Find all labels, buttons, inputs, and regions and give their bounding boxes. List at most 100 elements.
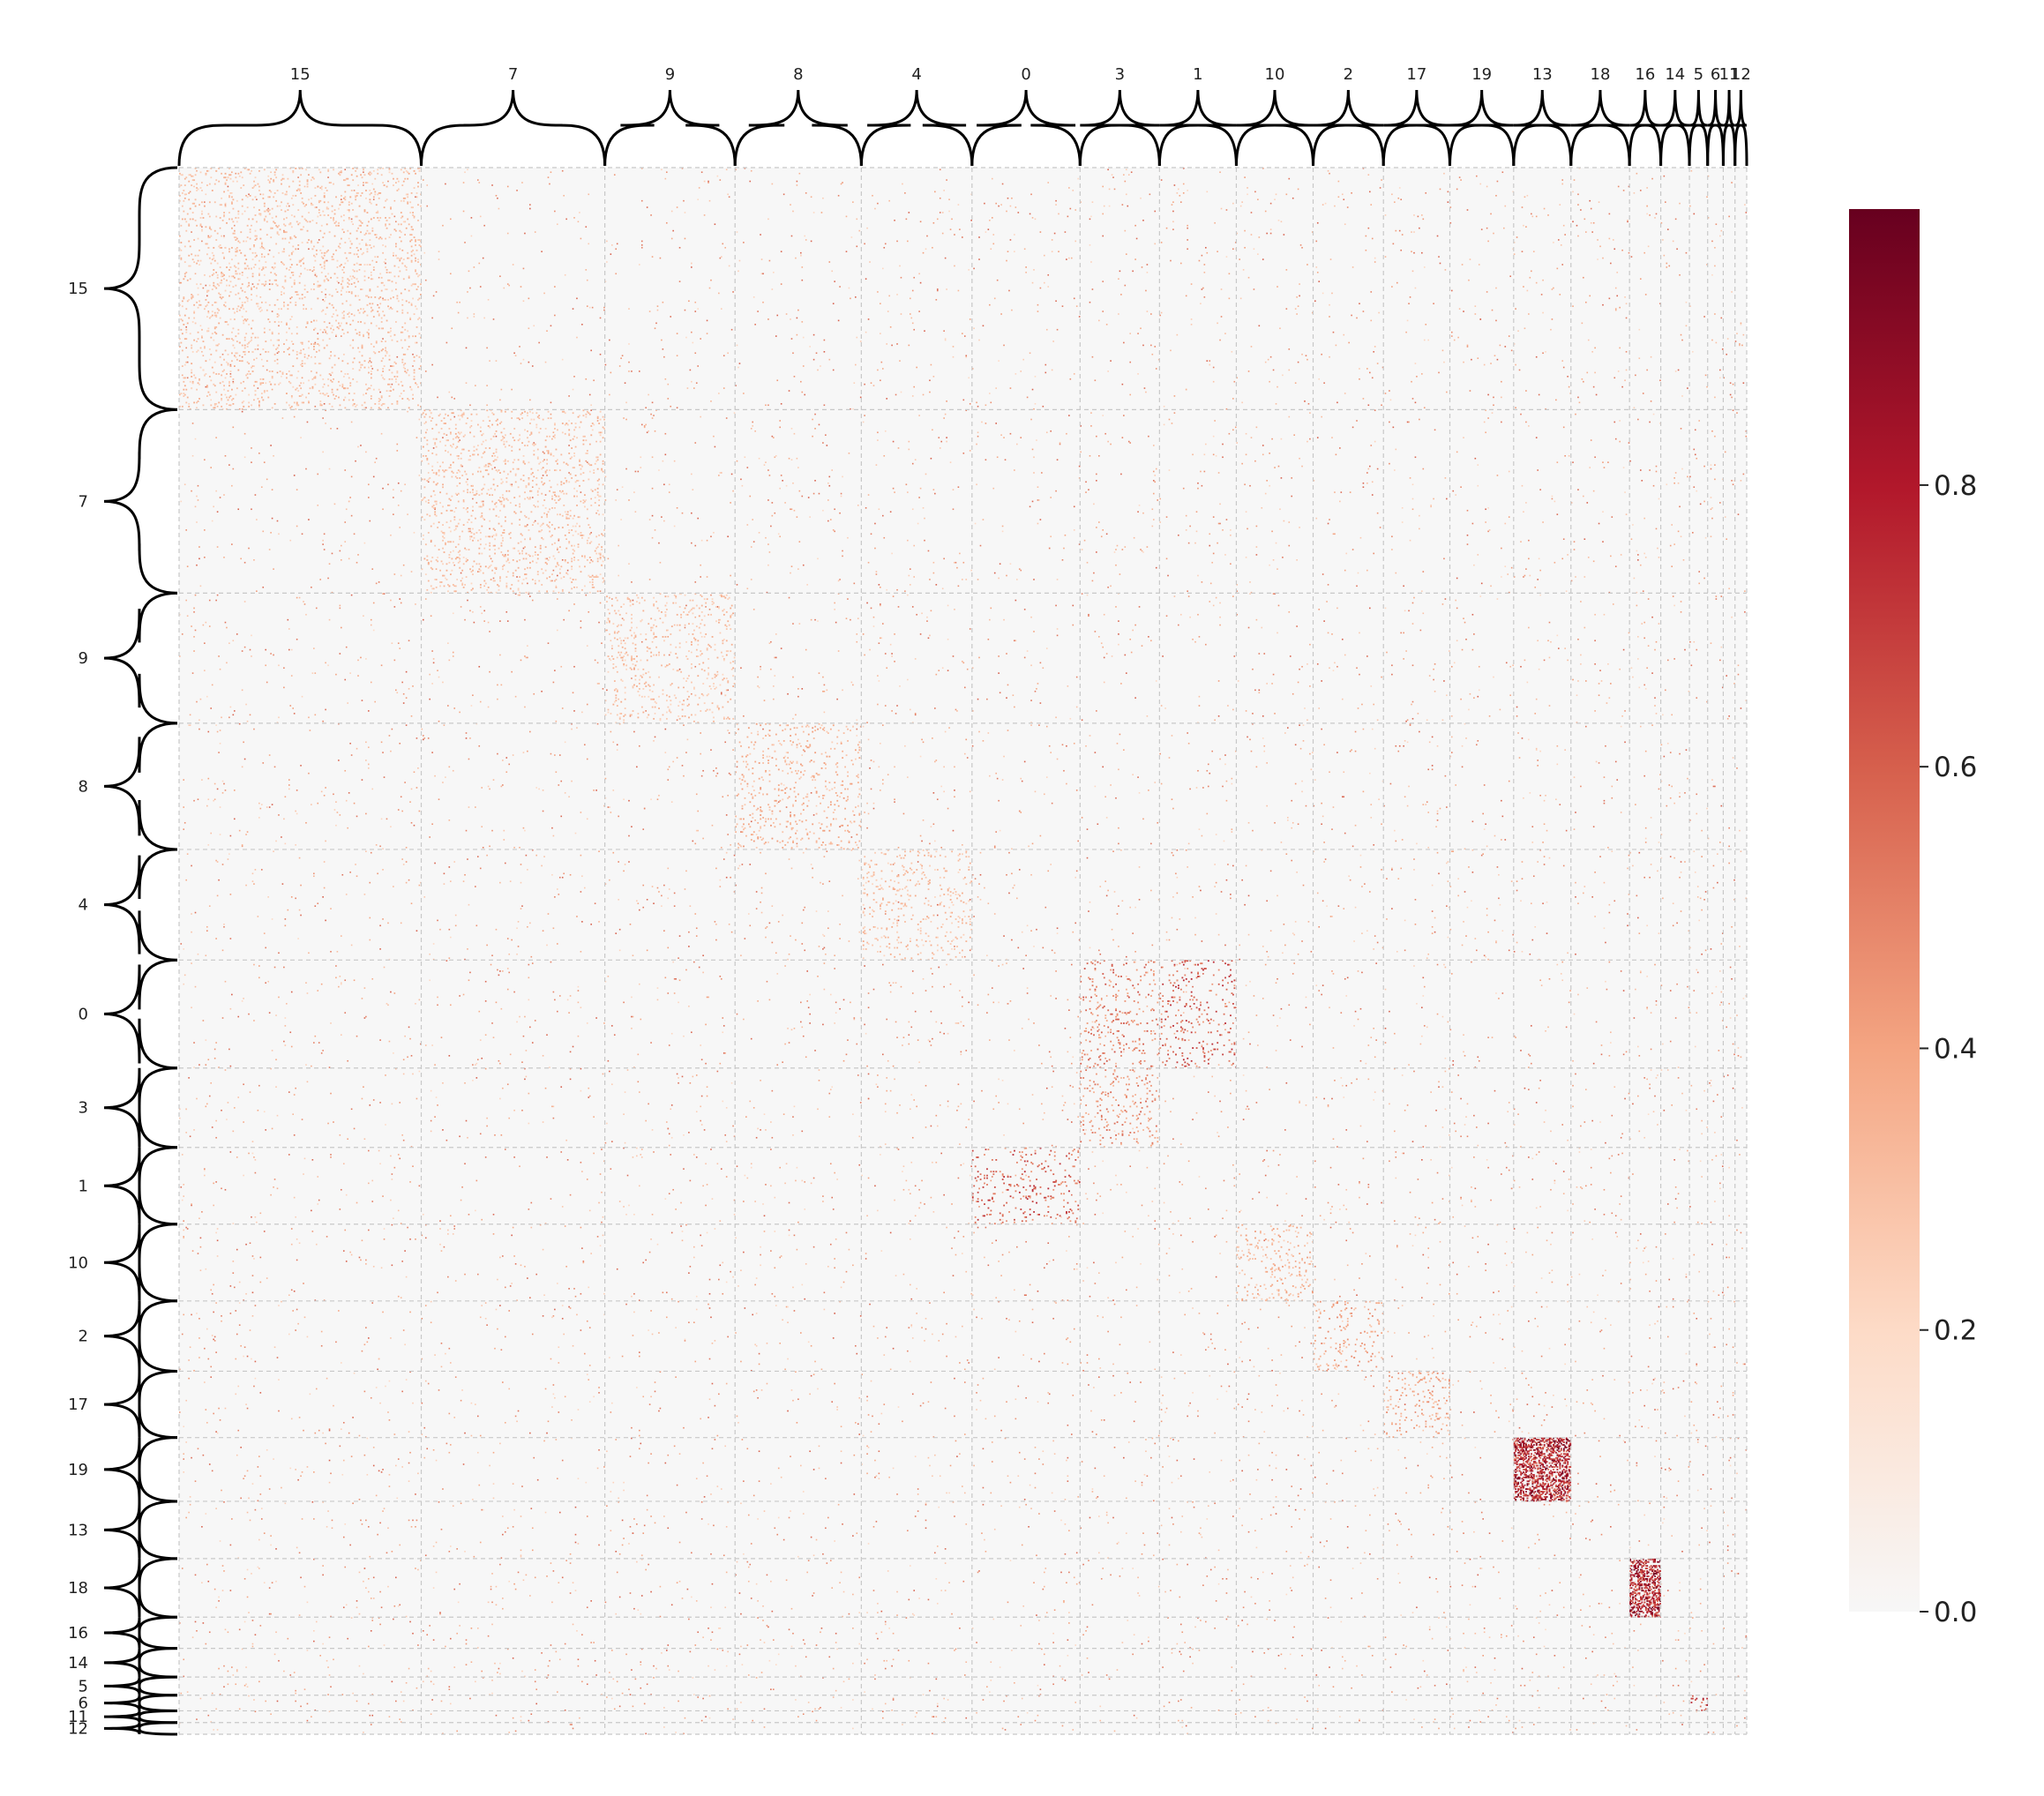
heatmap-cell xyxy=(1571,1276,1573,1278)
heatmap-cell xyxy=(1321,354,1322,355)
heatmap-cell xyxy=(1714,247,1716,249)
heatmap-cell xyxy=(1554,1180,1556,1182)
heatmap-cell xyxy=(1522,206,1524,208)
heatmap-cell xyxy=(1531,1158,1533,1160)
heatmap-cell xyxy=(235,1310,236,1312)
heatmap-cell xyxy=(1202,787,1204,789)
heatmap-cell xyxy=(1202,288,1204,289)
heatmap-cell xyxy=(805,1657,807,1658)
heatmap-cell xyxy=(1738,1573,1740,1575)
heatmap-cell xyxy=(1486,228,1488,229)
heatmap-cell xyxy=(1096,474,1097,475)
heatmap-cell xyxy=(1187,1030,1188,1032)
heatmap-cell xyxy=(1172,1439,1174,1441)
heatmap-cell xyxy=(1244,230,1246,232)
heatmap-cell xyxy=(1209,1471,1210,1473)
heatmap-cell xyxy=(1484,1628,1486,1629)
heatmap-cell xyxy=(1065,1102,1067,1104)
heatmap-cell xyxy=(300,915,302,917)
heatmap-cell xyxy=(671,1604,673,1605)
heatmap-cell xyxy=(893,982,895,984)
heatmap-cell xyxy=(910,1238,911,1240)
heatmap-cell xyxy=(663,1707,665,1709)
heatmap-cell xyxy=(924,330,925,332)
heatmap-cell xyxy=(990,248,992,250)
heatmap-cell xyxy=(520,1515,522,1517)
heatmap-cell xyxy=(1601,1044,1603,1046)
heatmap-cell xyxy=(598,1449,600,1451)
heatmap-cell xyxy=(1486,1159,1488,1161)
heatmap-cell xyxy=(1657,548,1658,550)
heatmap-cell xyxy=(1002,526,1004,528)
heatmap-cell xyxy=(970,791,971,793)
heatmap-cell xyxy=(975,523,977,525)
heatmap-cell xyxy=(1157,822,1158,824)
heatmap-cell xyxy=(215,1137,217,1139)
heatmap-cell xyxy=(550,171,552,173)
heatmap-cell xyxy=(640,1687,641,1689)
heatmap-cell xyxy=(288,649,290,651)
heatmap-cell xyxy=(1525,568,1527,570)
heatmap-cell xyxy=(244,456,246,458)
heatmap-cell xyxy=(631,1016,633,1018)
heatmap-cell xyxy=(1580,1575,1582,1576)
heatmap-cell xyxy=(1679,877,1681,879)
heatmap-cell xyxy=(557,888,558,890)
heatmap-cell xyxy=(1527,1232,1529,1234)
heatmap-cell xyxy=(1293,934,1295,936)
heatmap-cell xyxy=(759,1450,760,1452)
heatmap-cell xyxy=(1448,201,1449,203)
heatmap-cell xyxy=(529,208,531,210)
heatmap-cell xyxy=(747,1561,749,1563)
heatmap-cell xyxy=(1637,917,1639,919)
heatmap-cell xyxy=(1566,1512,1568,1514)
heatmap-cell xyxy=(1495,195,1497,197)
heatmap-cell xyxy=(1665,690,1666,692)
heatmap-cell xyxy=(1486,908,1488,909)
heatmap-cell xyxy=(1472,872,1474,873)
heatmap-cell xyxy=(1517,330,1519,332)
heatmap-cell xyxy=(281,1487,282,1489)
heatmap-cell xyxy=(1686,1660,1688,1662)
heatmap-cell xyxy=(215,1120,217,1122)
heatmap-cell xyxy=(439,1613,441,1615)
heatmap-cell xyxy=(1613,1698,1615,1700)
heatmap-cell xyxy=(1106,1515,1108,1516)
heatmap-cell xyxy=(311,587,312,588)
heatmap-cell xyxy=(258,1085,260,1087)
heatmap-cell xyxy=(1011,310,1013,311)
heatmap-cell xyxy=(1711,1318,1712,1320)
heatmap-cell xyxy=(299,909,301,911)
heatmap-cell xyxy=(461,1186,463,1188)
heatmap-cell xyxy=(207,236,209,237)
heatmap-cell xyxy=(1003,345,1005,347)
heatmap-cell xyxy=(1396,1151,1397,1153)
heatmap-cell xyxy=(344,1012,346,1014)
heatmap-cell xyxy=(1485,431,1486,433)
heatmap-cell xyxy=(1719,970,1721,972)
heatmap-cell xyxy=(1300,748,1302,750)
heatmap-cell xyxy=(1017,1386,1019,1388)
heatmap-cell xyxy=(210,1290,212,1291)
heatmap-cell xyxy=(1440,263,1441,265)
heatmap-cell xyxy=(1465,1116,1467,1118)
heatmap-cell xyxy=(1260,1309,1262,1311)
heatmap-cell xyxy=(968,377,970,378)
heatmap-cell xyxy=(1408,1064,1410,1066)
heatmap-cell xyxy=(1318,1567,1320,1568)
heatmap-cell xyxy=(273,568,274,570)
heatmap-cell xyxy=(782,480,783,482)
heatmap-cell xyxy=(1241,1470,1243,1472)
heatmap-cell xyxy=(248,548,250,550)
heatmap-cell xyxy=(834,787,835,789)
heatmap-cell xyxy=(1719,1183,1721,1185)
heatmap-cell xyxy=(1032,501,1034,503)
heatmap-cell xyxy=(258,965,260,967)
heatmap-cell xyxy=(1369,891,1371,893)
heatmap-cell xyxy=(464,1274,466,1276)
heatmap-cell xyxy=(1615,308,1617,310)
heatmap-cell xyxy=(1515,407,1516,408)
heatmap-cell xyxy=(876,1475,878,1477)
heatmap-cell xyxy=(1162,1559,1164,1560)
heatmap-cell xyxy=(685,888,686,890)
